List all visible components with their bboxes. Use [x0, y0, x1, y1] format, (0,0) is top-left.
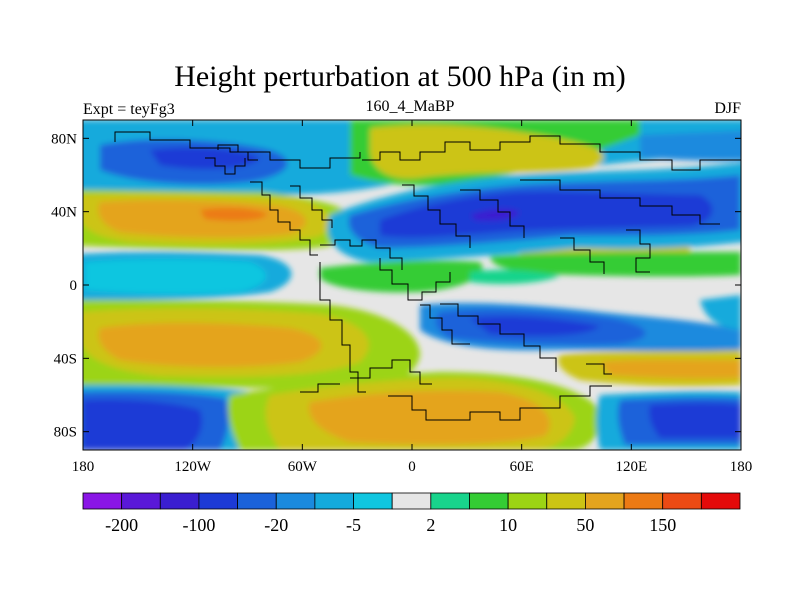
experiment-label: Expt = teyFg3: [83, 101, 175, 118]
colorbar-swatch: [662, 492, 702, 510]
colorbar-swatch: [469, 492, 509, 510]
colorbar-label: -100: [182, 515, 215, 535]
colorbar-swatch: [391, 492, 432, 510]
y-tick-label: 40N: [51, 205, 77, 221]
colorbar-label: 50: [576, 515, 594, 535]
colorbar-swatch: [159, 492, 200, 510]
colorbar-swatch: [275, 492, 316, 510]
x-tick-label: 60W: [288, 459, 318, 475]
colorbar-swatch: [353, 492, 393, 510]
colorbar-label: -20: [264, 515, 288, 535]
colorbar-swatch: [314, 492, 354, 510]
colorbar-swatch: [430, 492, 470, 510]
colorbar-swatch: [507, 492, 548, 510]
colorbar-swatch: [82, 492, 123, 510]
colorbar-swatch: [585, 492, 625, 510]
x-tick-label: 180: [72, 459, 95, 475]
x-tick-label: 60E: [510, 459, 534, 475]
colorbar: [82, 492, 741, 510]
colorbar-label: -200: [105, 515, 138, 535]
x-tick-label: 180: [730, 459, 753, 475]
colorbar-label: 150: [649, 515, 676, 535]
colorbar-label: 2: [426, 515, 435, 535]
season-label: DJF: [714, 100, 741, 117]
colorbar-swatch: [700, 492, 741, 510]
y-tick-label: 40S: [54, 351, 77, 367]
y-tick-label: 80S: [54, 425, 77, 441]
colorbar-swatch: [121, 492, 161, 510]
map-field: [83, 120, 741, 450]
coastlines: [114, 131, 741, 421]
time-label: 160_4_MaBP: [365, 98, 455, 115]
chart-title: Height perturbation at 500 hPa (in m): [174, 60, 626, 93]
colorbar-swatch: [198, 492, 238, 510]
y-tick-label: 80N: [51, 131, 77, 147]
colorbar-swatch: [237, 492, 277, 510]
colorbar-label: 10: [499, 515, 517, 535]
colorbar-label: -5: [346, 515, 361, 535]
x-tick-label: 120W: [174, 459, 212, 475]
y-tick-label: 0: [70, 278, 78, 294]
x-tick-label: 120E: [615, 459, 647, 475]
colorbar-swatch: [623, 492, 664, 510]
x-tick-label: 0: [408, 459, 416, 475]
colorbar-swatch: [546, 492, 586, 510]
